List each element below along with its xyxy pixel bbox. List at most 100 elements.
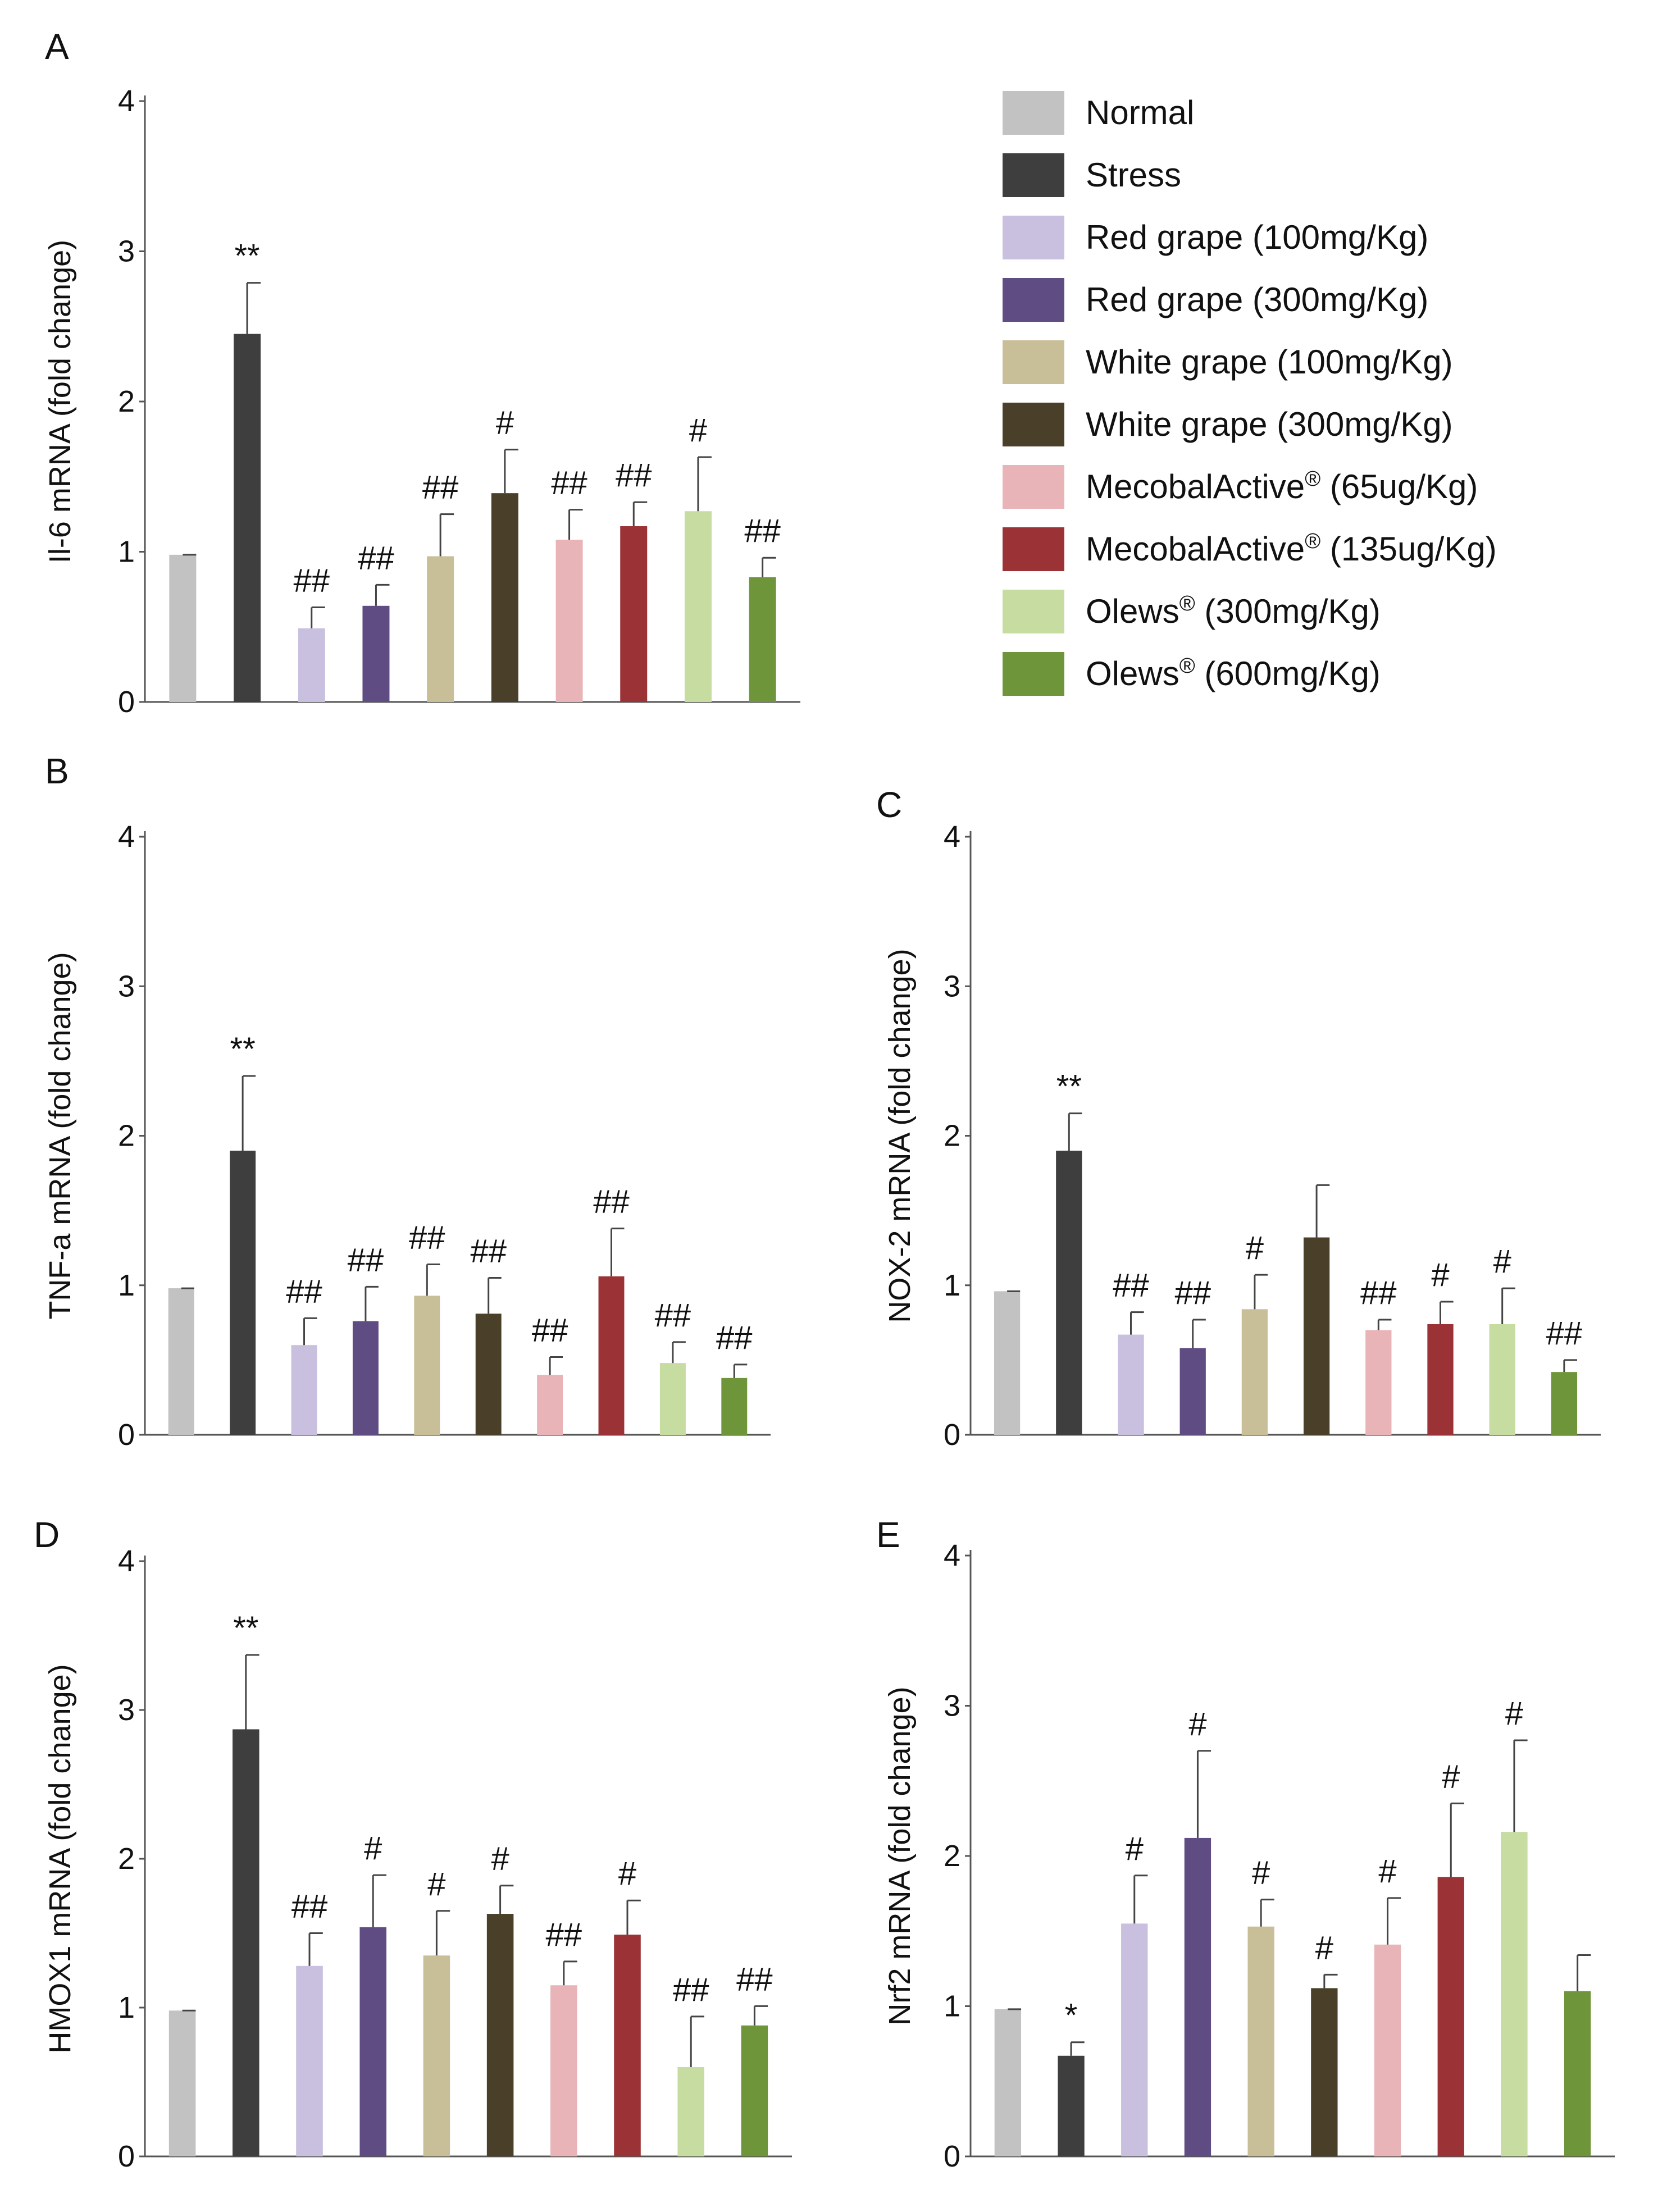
legend-swatch bbox=[1003, 153, 1064, 197]
y-tick-label: 1 bbox=[118, 1991, 135, 2024]
y-axis-label: NOX-2 mRNA (fold change) bbox=[883, 948, 917, 1322]
bar bbox=[1437, 1877, 1464, 2156]
significance-marker: ## bbox=[409, 1219, 445, 1256]
significance-marker: # bbox=[689, 412, 707, 449]
y-tick-label: 0 bbox=[118, 685, 135, 719]
y-tick-label: 4 bbox=[944, 1539, 960, 1572]
bar bbox=[234, 334, 261, 702]
bar bbox=[1489, 1324, 1515, 1435]
bar bbox=[296, 1965, 323, 2156]
y-axis-label: HMOX1 mRNA (fold change) bbox=[43, 1664, 77, 2053]
bar bbox=[1058, 2055, 1085, 2156]
legend-label: MecobalActive® (135ug/Kg) bbox=[1086, 530, 1497, 568]
bar bbox=[1241, 1309, 1268, 1435]
bar bbox=[423, 1955, 450, 2156]
y-tick-label: 4 bbox=[118, 820, 135, 854]
bar bbox=[230, 1151, 256, 1435]
bar bbox=[169, 554, 197, 702]
significance-marker: # bbox=[1315, 1930, 1333, 1966]
bar bbox=[475, 1313, 502, 1435]
bar bbox=[677, 2067, 704, 2156]
y-tick-label: 0 bbox=[944, 2140, 960, 2173]
significance-marker: # bbox=[1442, 1758, 1460, 1795]
y-tick-label: 0 bbox=[118, 2140, 135, 2173]
significance-marker: # bbox=[427, 1866, 445, 1903]
legend-swatch bbox=[1003, 652, 1064, 696]
significance-marker: ## bbox=[551, 465, 587, 501]
legend-label: Red grape (100mg/Kg) bbox=[1086, 218, 1428, 256]
significance-marker: ** bbox=[1056, 1069, 1082, 1105]
y-tick-label: 2 bbox=[944, 1839, 960, 1873]
legend-swatch bbox=[1003, 278, 1064, 322]
y-tick-label: 4 bbox=[944, 820, 960, 854]
bar bbox=[1121, 1923, 1148, 2156]
bar bbox=[1551, 1372, 1578, 1435]
legend: Normal Stress Red grape (100mg/Kg) Red grap… bbox=[1003, 91, 1497, 696]
significance-marker: ## bbox=[292, 1889, 328, 1925]
legend-label: Normal bbox=[1086, 94, 1194, 131]
y-tick-label: 1 bbox=[944, 1269, 960, 1302]
significance-marker: ** bbox=[230, 1031, 256, 1068]
significance-marker: ## bbox=[1113, 1267, 1149, 1304]
bar bbox=[1427, 1324, 1454, 1435]
significance-marker: # bbox=[496, 405, 514, 441]
significance-marker: # bbox=[1431, 1257, 1449, 1293]
panel-letter: E bbox=[876, 1515, 900, 1555]
bar bbox=[168, 2010, 196, 2156]
chart-panel-e: E 0 1 2 3 4 Nrf2 mRNA (fold change) * # # # # # # # bbox=[876, 1515, 1615, 2173]
y-tick-label: 2 bbox=[118, 1119, 135, 1153]
bar bbox=[614, 1935, 641, 2156]
bar bbox=[550, 1985, 577, 2156]
significance-marker: ## bbox=[470, 1233, 507, 1269]
significance-marker: ## bbox=[655, 1297, 691, 1334]
bar bbox=[359, 1927, 386, 2156]
legend-swatch bbox=[1003, 216, 1064, 259]
y-axis-label: Il-6 mRNA (fold change) bbox=[43, 240, 77, 563]
bar bbox=[1247, 1926, 1274, 2156]
bar bbox=[291, 1345, 317, 1435]
bar bbox=[1311, 1988, 1338, 2156]
panel-letter: B bbox=[45, 751, 69, 791]
legend-swatch bbox=[1003, 403, 1064, 446]
bar bbox=[1374, 1944, 1401, 2156]
y-tick-label: 2 bbox=[118, 385, 135, 418]
bar bbox=[168, 1288, 194, 1435]
bar bbox=[598, 1276, 625, 1435]
panel-letter: C bbox=[876, 785, 902, 825]
significance-marker: # bbox=[364, 1830, 382, 1867]
chart-panel-b: B 0 1 2 3 4 TNF-a mRNA (fold change) ** ## ## ## ##… bbox=[43, 751, 771, 1452]
bar bbox=[684, 511, 712, 702]
significance-marker: ## bbox=[546, 1917, 582, 1953]
significance-marker: ** bbox=[234, 238, 259, 275]
y-tick-label: 1 bbox=[118, 535, 135, 569]
significance-marker: ## bbox=[532, 1312, 568, 1349]
significance-marker: ## bbox=[422, 469, 459, 506]
y-tick-label: 3 bbox=[944, 969, 960, 1003]
bar bbox=[1179, 1348, 1206, 1435]
significance-marker: ## bbox=[716, 1320, 753, 1356]
bar bbox=[486, 1914, 514, 2156]
legend-swatch bbox=[1003, 340, 1064, 384]
bar bbox=[1118, 1334, 1144, 1435]
significance-marker: ## bbox=[293, 562, 330, 599]
significance-marker: * bbox=[1065, 1997, 1078, 2034]
legend-swatch bbox=[1003, 91, 1064, 135]
significance-marker: ## bbox=[348, 1242, 384, 1278]
legend-label: Red grape (300mg/Kg) bbox=[1086, 281, 1428, 318]
y-tick-label: 0 bbox=[944, 1418, 960, 1452]
significance-marker: ## bbox=[1360, 1275, 1397, 1311]
bar bbox=[994, 2009, 1022, 2156]
significance-marker: ## bbox=[358, 540, 394, 576]
bar bbox=[233, 1729, 259, 2156]
y-tick-label: 4 bbox=[118, 1544, 135, 1578]
bar bbox=[362, 605, 390, 702]
significance-marker: ## bbox=[1174, 1275, 1211, 1311]
y-tick-label: 2 bbox=[118, 1842, 135, 1876]
panel-letter: D bbox=[34, 1515, 60, 1555]
bar bbox=[620, 526, 648, 702]
significance-marker: # bbox=[1188, 1706, 1206, 1743]
significance-marker: ## bbox=[616, 457, 652, 494]
